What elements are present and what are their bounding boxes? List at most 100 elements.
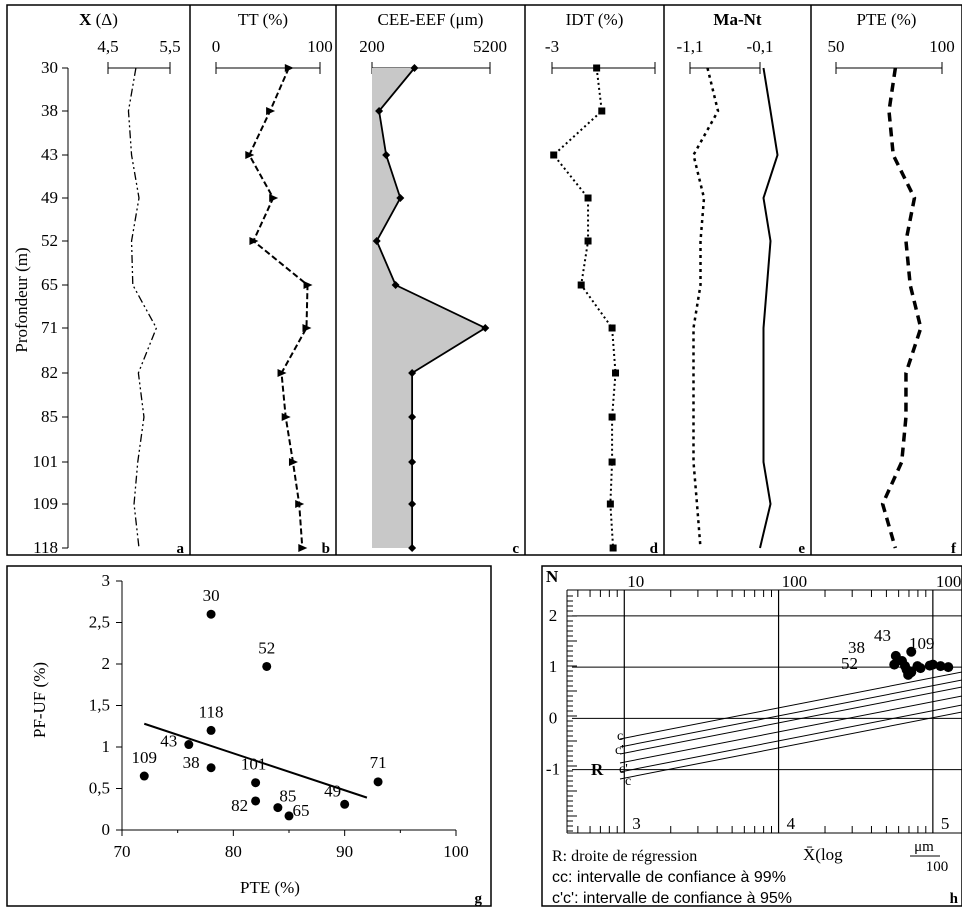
regression-line bbox=[619, 695, 962, 764]
data-point bbox=[391, 281, 400, 289]
x-axis-label: PTE (%) bbox=[240, 878, 300, 897]
panel-a: X (Δ) 4,5 5,5 a bbox=[79, 10, 184, 557]
x-axis-label-prefix: X̄(log bbox=[803, 845, 843, 864]
data-point bbox=[303, 281, 313, 289]
data-point bbox=[277, 369, 287, 377]
data-point bbox=[139, 771, 149, 781]
data-point bbox=[206, 609, 216, 619]
y-tick-label: 0,5 bbox=[89, 779, 110, 798]
top-tick-label: 100 bbox=[782, 572, 808, 591]
y-tick-label: 1 bbox=[102, 737, 111, 756]
depth-tick-label: 118 bbox=[33, 538, 58, 557]
data-point bbox=[408, 458, 417, 466]
line-label-c-prime: c' bbox=[615, 743, 624, 758]
point-label: 109 bbox=[132, 748, 158, 767]
depth-tick-label: 82 bbox=[41, 363, 58, 382]
data-point bbox=[245, 151, 255, 159]
value-tick-label: -0,1 bbox=[747, 37, 774, 56]
data-point bbox=[262, 661, 272, 671]
data-point bbox=[281, 413, 291, 421]
data-point bbox=[373, 777, 383, 787]
point-label: 43 bbox=[160, 732, 177, 751]
panel-b: TT (%) 0 100 b bbox=[212, 10, 333, 557]
y-tick-label: 1,5 bbox=[89, 696, 110, 715]
y-tick-label: -1 bbox=[546, 760, 560, 779]
data-point bbox=[593, 64, 601, 72]
line-label-c-prime-2: c' bbox=[619, 762, 628, 777]
y-tick-label: 2,5 bbox=[89, 613, 110, 632]
x-axis-label-num: μm bbox=[914, 839, 934, 855]
data-point bbox=[612, 369, 620, 377]
data-point bbox=[396, 194, 405, 202]
data-point bbox=[408, 544, 417, 552]
data-point bbox=[598, 107, 606, 115]
bottom-tick-label: 5 bbox=[941, 814, 950, 833]
line-label-c-2: c bbox=[625, 774, 631, 789]
series-line bbox=[375, 67, 488, 548]
panel-f: PTE (%) 50 100 f bbox=[828, 10, 958, 557]
panel-letter: f bbox=[951, 541, 957, 557]
data-point bbox=[906, 646, 917, 657]
data-point bbox=[288, 458, 298, 466]
data-point bbox=[251, 796, 261, 806]
data-point bbox=[372, 237, 381, 245]
data-point bbox=[184, 740, 194, 750]
data-point bbox=[889, 659, 900, 670]
point-label: 30 bbox=[203, 586, 220, 605]
data-point bbox=[266, 107, 276, 115]
point-label: 52 bbox=[258, 638, 275, 657]
bottom-tick-label: 4 bbox=[787, 814, 796, 833]
data-point bbox=[608, 324, 616, 332]
panel-letter: d bbox=[650, 541, 659, 557]
depth-tick-label: 109 bbox=[33, 494, 59, 513]
data-point bbox=[206, 725, 216, 735]
panel-letter: b bbox=[322, 541, 330, 557]
series-line bbox=[759, 67, 779, 549]
y-tick-label: 2 bbox=[549, 606, 558, 625]
top-tick-label: 10 bbox=[627, 572, 644, 591]
point-label: 118 bbox=[199, 702, 224, 721]
depth-axis-title: Profondeur (m) bbox=[12, 247, 31, 352]
depth-tick-label: 38 bbox=[41, 101, 58, 120]
series-line bbox=[692, 67, 720, 549]
data-point bbox=[284, 64, 294, 72]
depth-profile-panels: 30 38 43 49 52 65 71 82 85 101 109 118 Profondeur (m… bbox=[6, 4, 962, 557]
panel-c: CEE-EEF (μm) 200 5200 c bbox=[359, 10, 519, 557]
panel-letter: h bbox=[950, 891, 959, 907]
depth-tick-label: 30 bbox=[41, 58, 58, 77]
panel-title-bold: Ma-Nt bbox=[713, 10, 761, 29]
data-point bbox=[584, 194, 592, 202]
data-point bbox=[340, 799, 350, 809]
scatter-panel-g: 70 80 90 100 0 0,5 1 1,5 2 2,5 3 PF-UF (%) PTE (%) g 3… bbox=[6, 565, 492, 907]
value-tick-label: -3 bbox=[545, 37, 559, 56]
depth-tick-label: 49 bbox=[41, 188, 58, 207]
y-tick-label: 0 bbox=[102, 820, 111, 839]
series-line bbox=[880, 67, 923, 549]
y-tick-label: 1 bbox=[549, 657, 558, 676]
x-axis-label: X̄(log bbox=[803, 845, 843, 864]
regression-line bbox=[143, 722, 368, 799]
series-line bbox=[127, 67, 158, 549]
legend-entry: cc: intervalle de confiance à 99% bbox=[552, 869, 786, 886]
depth-tick-label: 43 bbox=[41, 145, 58, 164]
panel-title: PTE (%) bbox=[857, 10, 917, 29]
data-point bbox=[935, 661, 946, 672]
data-point bbox=[273, 803, 283, 813]
panel-title-bold: X bbox=[79, 10, 92, 29]
point-label: 71 bbox=[370, 753, 387, 772]
y-tick-label: 3 bbox=[102, 571, 111, 590]
data-point bbox=[298, 544, 308, 552]
value-tick-label: 5,5 bbox=[159, 37, 180, 56]
depth-tick-label: 85 bbox=[41, 407, 58, 426]
data-point bbox=[584, 237, 592, 245]
data-point bbox=[408, 369, 417, 377]
data-point bbox=[608, 413, 616, 421]
data-point bbox=[608, 458, 616, 466]
data-point bbox=[382, 151, 391, 159]
area-fill bbox=[372, 68, 486, 548]
y-tick-label: 0 bbox=[549, 708, 558, 727]
regression-line bbox=[619, 711, 962, 780]
point-label: 38 bbox=[848, 638, 865, 657]
